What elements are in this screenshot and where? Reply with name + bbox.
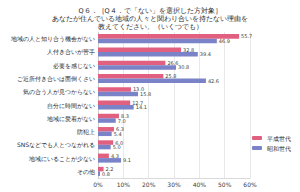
svg-text:地域にいることが少ない: 地域にいることが少ない xyxy=(28,155,95,163)
svg-text:防犯上: 防犯上 xyxy=(77,128,95,135)
svg-text:必要を感じない: 必要を感じない xyxy=(53,62,95,70)
svg-text:39.4: 39.4 xyxy=(200,51,211,57)
svg-text:50%: 50% xyxy=(218,181,232,188)
svg-text:20%: 20% xyxy=(142,181,156,188)
svg-text:15.8: 15.8 xyxy=(140,91,151,97)
svg-text:Q６．［Q４．で「ない」を選択した方対象］: Q６．［Q４．で「ない」を選択した方対象］ xyxy=(78,7,221,15)
svg-text:教えてください。（いくつでも）: 教えてください。（いくつでも） xyxy=(98,23,203,31)
svg-text:自分に時間がない: 自分に時間がない xyxy=(47,102,95,110)
svg-text:昭和世代: 昭和世代 xyxy=(267,145,291,152)
svg-text:ご近所付き合いは面倒くさい: ご近所付き合いは面倒くさい xyxy=(17,75,95,83)
svg-text:0.8: 0.8 xyxy=(102,171,110,177)
svg-text:6.3: 6.3 xyxy=(116,126,124,133)
svg-text:55.7: 55.7 xyxy=(241,33,252,39)
svg-text:46.9: 46.9 xyxy=(219,38,230,44)
svg-text:平成世代: 平成世代 xyxy=(267,135,291,142)
svg-text:60%: 60% xyxy=(243,181,257,188)
svg-text:5.4: 5.4 xyxy=(114,131,122,137)
svg-text:地域に愛着がない: 地域に愛着がない xyxy=(46,115,95,123)
svg-text:12.7: 12.7 xyxy=(132,99,144,106)
svg-text:SNSなどでも人とつながれる: SNSなどでも人とつながれる xyxy=(17,141,95,149)
svg-text:32.8: 32.8 xyxy=(183,47,194,53)
svg-text:10%: 10% xyxy=(117,181,131,188)
svg-text:40%: 40% xyxy=(193,181,207,188)
svg-text:2.2: 2.2 xyxy=(105,166,114,173)
svg-text:5.0: 5.0 xyxy=(113,144,121,150)
svg-text:あなたが住んでいる地域の人々と関わり合いを持たない理由を: あなたが住んでいる地域の人々と関わり合いを持たない理由を xyxy=(52,15,248,23)
svg-text:9.1: 9.1 xyxy=(123,157,131,163)
svg-text:7.0: 7.0 xyxy=(118,118,126,124)
svg-text:30%: 30% xyxy=(167,181,181,188)
svg-text:8.3: 8.3 xyxy=(121,113,129,119)
svg-text:気の合う人が見つからない: 気の合う人が見つからない xyxy=(23,88,95,96)
svg-text:25.8: 25.8 xyxy=(165,73,176,79)
svg-text:42.6: 42.6 xyxy=(208,78,219,84)
svg-text:6.0: 6.0 xyxy=(115,139,124,146)
svg-text:26.6: 26.6 xyxy=(167,60,178,66)
svg-text:0%: 0% xyxy=(93,181,103,188)
svg-text:地域の人と知り合う機会がない: 地域の人と知り合う機会がない xyxy=(10,35,95,43)
svg-text:人付き合いが苦手: 人付き合いが苦手 xyxy=(47,48,95,56)
svg-text:13.0: 13.0 xyxy=(132,86,145,93)
svg-text:その他: その他 xyxy=(77,168,95,176)
svg-text:30.8: 30.8 xyxy=(178,64,189,70)
svg-text:4.3: 4.3 xyxy=(111,153,119,159)
svg-text:14.1: 14.1 xyxy=(136,104,147,110)
